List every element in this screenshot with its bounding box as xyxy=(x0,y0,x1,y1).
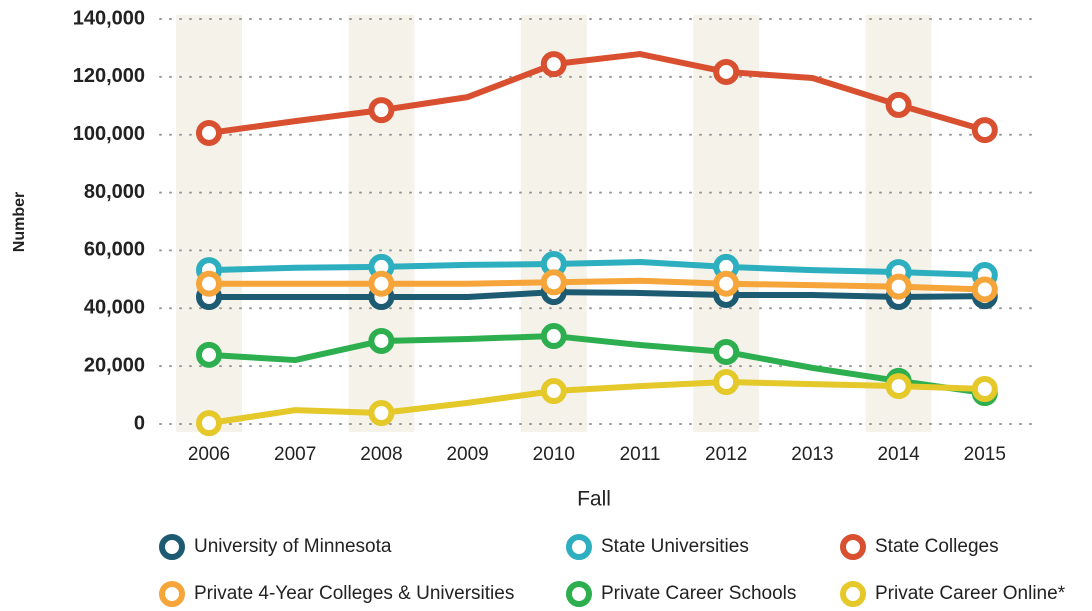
point-marker xyxy=(540,269,567,296)
legend-label: Private Career Online* xyxy=(875,583,1066,604)
point-marker xyxy=(971,375,998,402)
series-line xyxy=(208,51,986,136)
point-marker xyxy=(540,51,567,78)
legend-label: State Universities xyxy=(601,536,749,557)
y-tick-label: 60,000 xyxy=(84,239,145,261)
point-marker xyxy=(368,400,395,427)
point-marker xyxy=(196,410,222,437)
year-band xyxy=(348,15,415,432)
point-marker xyxy=(540,323,567,350)
y-tick-label: 0 xyxy=(134,412,145,434)
y-tick-label: 100,000 xyxy=(73,123,145,145)
series-line xyxy=(208,259,985,279)
x-tick-label: 2011 xyxy=(620,444,661,465)
y-tick-label: 140,000 xyxy=(73,7,145,29)
series-line xyxy=(209,289,985,301)
legend-label: University of Minnesota xyxy=(194,536,392,557)
series-line xyxy=(209,277,985,293)
point-marker xyxy=(971,117,998,144)
x-tick-label: 2012 xyxy=(705,444,747,465)
point-marker xyxy=(713,270,740,297)
x-tick-label: 2006 xyxy=(188,444,230,465)
x-tick-label: 2009 xyxy=(446,444,488,465)
point-marker xyxy=(971,276,998,303)
y-tick-label: 80,000 xyxy=(84,181,145,203)
legend-label: Private 4-Year Colleges & Universities xyxy=(194,583,514,604)
year-band xyxy=(865,15,932,432)
legend-label: Private Career Schools xyxy=(601,583,796,604)
legend-marker xyxy=(566,534,592,560)
x-tick-label: 2008 xyxy=(360,444,402,465)
y-tick-label: 120,000 xyxy=(73,65,145,87)
point-marker xyxy=(368,97,395,124)
year-band xyxy=(520,15,587,432)
point-marker xyxy=(368,270,395,297)
point-marker xyxy=(196,119,222,146)
legend-marker xyxy=(159,581,185,607)
legend-label: State Colleges xyxy=(875,536,999,557)
point-marker xyxy=(196,341,222,368)
legend-marker xyxy=(566,581,592,607)
point-marker xyxy=(540,378,567,405)
point-marker xyxy=(713,58,740,85)
legend-marker xyxy=(159,534,185,560)
x-tick-label: 2014 xyxy=(877,444,920,465)
y-tick-label: 20,000 xyxy=(84,354,145,376)
y-tick-label: 40,000 xyxy=(84,297,145,319)
point-marker xyxy=(196,270,222,297)
x-tick-label: 2010 xyxy=(533,444,575,465)
year-band xyxy=(176,15,242,432)
point-marker xyxy=(885,373,912,400)
point-marker xyxy=(713,369,740,396)
x-tick-label: 2007 xyxy=(274,444,316,465)
point-marker xyxy=(885,273,912,300)
x-tick-label: 2015 xyxy=(964,444,1006,465)
series-line xyxy=(208,333,986,397)
x-axis-label: Fall xyxy=(577,488,611,511)
point-marker xyxy=(713,338,740,365)
legend-marker xyxy=(840,581,866,607)
x-tick-label: 2013 xyxy=(791,444,833,465)
legend-marker xyxy=(840,534,866,560)
series-line xyxy=(208,379,985,427)
y-axis-label: Number xyxy=(11,192,28,252)
point-marker xyxy=(885,91,912,118)
point-marker xyxy=(368,327,395,354)
